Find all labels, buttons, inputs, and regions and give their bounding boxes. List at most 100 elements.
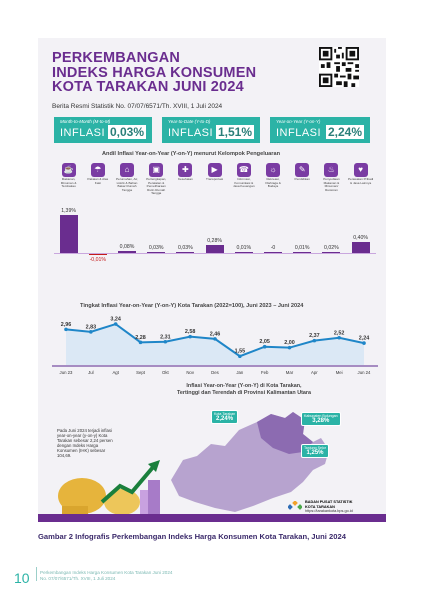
footer-line: Perkembangan Indeks Harga Konsumen Kota …: [40, 570, 173, 575]
point: [262, 344, 267, 349]
point: [238, 354, 242, 359]
recreation-icon: ☼: [266, 163, 280, 177]
furniture-icon: ▣: [149, 163, 164, 177]
x-tick-label: Jun 23: [60, 370, 74, 375]
group-label: Makanan, Minuman & Tembakau: [60, 177, 77, 189]
bar-value-label: 1,39%: [61, 208, 76, 214]
restaurant-icon: ♨: [324, 163, 339, 177]
x-tick-label: Mar: [286, 370, 294, 375]
x-tick-label: Apr: [311, 370, 318, 375]
point: [188, 334, 192, 339]
bar-value-label: 0,03%: [148, 245, 164, 251]
point-value-label: 2,37: [309, 333, 320, 339]
kpi-label: Year-on-Year (Y-on-Y): [276, 119, 321, 124]
bps-logo-icon: [288, 500, 302, 510]
transport-icon: ▶: [207, 163, 222, 177]
city-value: 2,24%: [216, 416, 234, 422]
bar: [293, 252, 312, 253]
map-title: Inflasi Year-on-Year (Y-on-Y) di Kota Ta…: [164, 383, 324, 396]
bar-chart-axis: [54, 253, 376, 254]
group-label: Perawatan Pribadi & Jasa Lainnya: [347, 177, 374, 185]
point-value-label: 2,24: [359, 336, 370, 342]
x-tick-label: Agt: [112, 370, 119, 375]
house-icon: ⌂: [120, 163, 134, 177]
group-restaurant: ♨ Penyediaan Makanan & Minuman/ Restoran: [318, 163, 344, 192]
line-area: [66, 324, 364, 365]
footer-divider: [36, 567, 37, 581]
x-tick-label: Sept: [136, 370, 146, 375]
point: [337, 335, 341, 340]
point-value-label: 3,24: [110, 317, 121, 323]
group-label: Perlengkapan, Peralatan & Pemeliharaan R…: [146, 177, 167, 196]
bar: [205, 245, 224, 253]
bar-value-label: 0,01%: [294, 245, 310, 251]
group-health: ✚ Kesehatan: [172, 163, 198, 182]
footer-line: No. 07/07/6571/Th. XVIII, 1 Juli 2024: [40, 576, 116, 581]
point: [312, 338, 317, 343]
infographic-title: PERKEMBANGAN INDEKS HARGA KONSUMEN KOTA …: [52, 51, 302, 95]
personal-care-icon: ♥: [353, 163, 368, 177]
point-value-label: 2,00: [284, 340, 295, 346]
point-value-label: 2,46: [210, 331, 221, 337]
bar-value-label: 0,40%: [353, 235, 368, 242]
group-food: ☕ Makanan, Minuman & Tembakau: [56, 163, 82, 189]
education-icon: ✎: [295, 163, 310, 177]
bar-value-label: 0,03%: [178, 245, 193, 251]
group-transport: ▶ Transportasi: [202, 163, 228, 182]
bar: [118, 250, 136, 253]
point: [113, 322, 118, 326]
bar-value-label: 0,28%: [207, 238, 222, 245]
x-tick-label: Okt: [162, 370, 169, 375]
kpi-prefix: INFLASI: [168, 127, 214, 139]
bps-url[interactable]: https://tarakankota.bps.go.id: [305, 509, 353, 514]
bar: [351, 242, 370, 253]
group-label: Transportasi: [206, 177, 224, 181]
qr-code-icon[interactable]: [319, 47, 359, 87]
line-chart-title: Tingkat Inflasi Year-on-Year (Y-on-Y) Ko…: [80, 303, 304, 309]
point-value-label: 2,31: [160, 334, 171, 340]
bar-value-label: 0,08%: [119, 243, 135, 250]
bps-name-line: BADAN PUSAT STATISTIK: [305, 500, 353, 504]
infographic: PERKEMBANGAN INDEKS HARGA KONSUMEN KOTA …: [38, 38, 386, 522]
kpi-value: 0,03%: [107, 125, 146, 139]
map-title-line: Tertinggi dan Terendah di Provinsi Kalim…: [177, 389, 311, 396]
groups-chart-title: Andil Inflasi Year-on-Year (Y-on-Y) menu…: [102, 151, 280, 157]
kpi-prefix: INFLASI: [60, 127, 106, 139]
kpi-value: 2,24%: [325, 125, 364, 139]
group-label: Informasi, Komunikasi & Jasa Keuangan: [233, 177, 255, 189]
bar: [176, 252, 195, 253]
group-label: Perumahan, Air, Listrik & Bahan Bakar Ru…: [115, 177, 138, 192]
city-value: 3,28%: [312, 418, 330, 424]
group-education: ✎ Pendidikan: [289, 163, 315, 182]
point-value-label: 2,83: [86, 324, 97, 330]
point: [362, 341, 366, 345]
city-name: Kabupaten Bulungan: [304, 414, 338, 418]
point: [287, 345, 292, 350]
kpi-ytd: Year-to-Date (Y-to-D) INFLASI 1,51%: [162, 117, 260, 143]
group-label: Kesehatan: [177, 177, 193, 181]
point-value-label: 2,28: [135, 335, 146, 341]
group-clothing: ☂ Pakaian & Alas Kaki: [85, 163, 111, 185]
bps-text: BADAN PUSAT STATISTIK KOTA TARAKAN https…: [305, 500, 353, 514]
food-icon: ☕: [61, 163, 76, 177]
bar-value-label: -0: [270, 245, 276, 251]
x-tick-label: Feb: [261, 370, 269, 375]
phone-icon: ☎: [236, 163, 251, 177]
city-value: 1,25%: [306, 450, 324, 456]
bar-value-label: 0,02%: [324, 245, 339, 251]
city-name: Tanjung Selor: [304, 446, 326, 450]
title-line: PERKEMBANGAN: [52, 50, 181, 66]
money-bags-illustration-icon: [58, 460, 160, 516]
group-label: Pendidikan: [294, 177, 310, 181]
group-label: Pakaian & Alas Kaki: [87, 177, 109, 185]
clothing-icon: ☂: [90, 163, 105, 177]
point-value-label: 2,96: [61, 322, 72, 328]
bar: [234, 252, 253, 253]
group-personal-care: ♥ Perawatan Pribadi & Jasa Lainnya: [348, 163, 374, 185]
release-number: Berita Resmi Statistik No. 07/07/6571/Th…: [52, 103, 223, 110]
bar: [59, 215, 78, 253]
x-tick-label: Jun 24: [358, 370, 372, 375]
point-value-label: 1,55: [235, 349, 246, 355]
point-value-label: 2,05: [259, 339, 270, 345]
x-tick-label: Nov: [186, 370, 194, 375]
